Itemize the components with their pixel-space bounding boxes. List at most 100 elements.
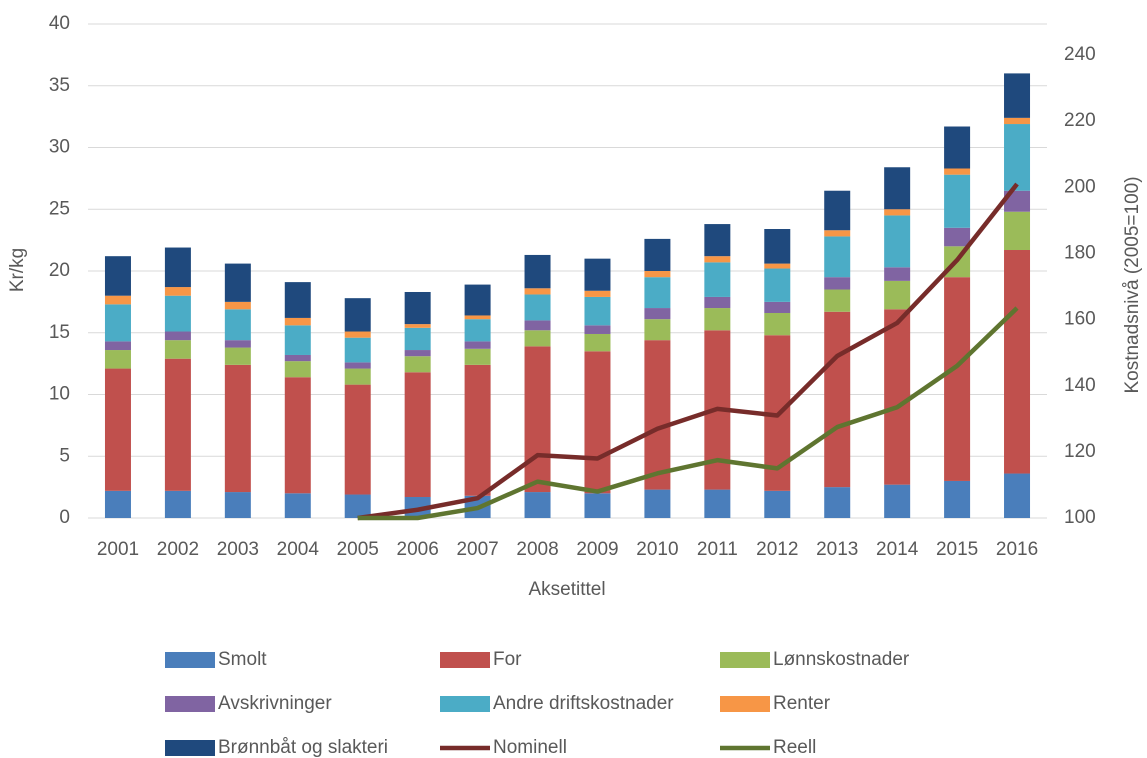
bar-segment xyxy=(824,487,851,518)
bar-segment xyxy=(704,256,731,263)
bar-segment xyxy=(224,301,251,310)
line-series xyxy=(357,306,1019,521)
bar-segment xyxy=(164,247,191,288)
bar-segment xyxy=(584,493,611,518)
legend-label: Reell xyxy=(773,737,816,758)
bar-segment xyxy=(644,271,671,278)
legend-label: Renter xyxy=(773,693,831,714)
bar-segment xyxy=(584,325,611,334)
bar-segment xyxy=(644,308,671,320)
bar-segment xyxy=(884,309,911,485)
bar-segment xyxy=(704,296,731,309)
bar-segment xyxy=(884,267,911,281)
y-tick-label: 0 xyxy=(59,507,70,528)
x-tick-label: 2002 xyxy=(157,539,199,560)
bar-segment xyxy=(524,254,551,289)
bar-segment xyxy=(764,268,791,302)
y-axis-title: Kr/kg xyxy=(7,248,28,292)
bar-segment xyxy=(704,262,731,297)
bar-segment xyxy=(104,304,131,342)
bar-segment xyxy=(1004,211,1031,251)
bar-segment xyxy=(224,347,251,365)
x-tick-label: 2014 xyxy=(876,539,919,560)
bar-segment xyxy=(284,361,311,378)
x-tick-label: 2003 xyxy=(217,539,259,560)
bar-segment xyxy=(404,324,431,328)
bar-segment xyxy=(284,282,311,318)
x-tick-label: 2010 xyxy=(636,539,678,560)
bar-segment xyxy=(224,364,251,493)
y-tick-label: 5 xyxy=(59,445,70,466)
bar-segment xyxy=(704,308,731,331)
bar-segment xyxy=(464,319,491,342)
legend-label: Nominell xyxy=(493,737,567,758)
y-tick-label: 25 xyxy=(49,198,70,219)
y2-tick-label: 100 xyxy=(1064,507,1096,528)
y-tick-label: 20 xyxy=(49,260,70,281)
bar-segment xyxy=(104,490,131,518)
legend-swatch xyxy=(720,696,770,712)
x-tick-label: 2007 xyxy=(456,539,498,560)
bar-segment xyxy=(464,364,491,496)
bar-segment xyxy=(824,190,851,231)
x-axis-title: Aksetittel xyxy=(528,579,605,600)
bar-segment xyxy=(224,309,251,341)
bar-segment xyxy=(104,295,131,305)
bar-segment xyxy=(884,167,911,210)
bar-segment xyxy=(584,296,611,326)
y-tick-label: 35 xyxy=(49,75,70,96)
bar-segment xyxy=(344,337,371,363)
bar-segment xyxy=(764,301,791,313)
x-tick-label: 2004 xyxy=(277,539,320,560)
bar-segment xyxy=(524,492,551,518)
y-tick-label: 10 xyxy=(49,384,70,405)
bar-segment xyxy=(284,354,311,362)
y2-tick-label: 180 xyxy=(1064,242,1096,263)
bar-segment xyxy=(284,325,311,355)
legend-swatch xyxy=(720,652,770,668)
bar-segment xyxy=(404,350,431,357)
bar-segment xyxy=(104,256,131,296)
bar-segment xyxy=(344,362,371,369)
x-tick-label: 2013 xyxy=(816,539,858,560)
legend-label: Andre driftskostnader xyxy=(493,693,674,714)
bar-segment xyxy=(644,238,671,271)
bar-segment xyxy=(224,340,251,348)
x-tick-label: 2009 xyxy=(576,539,618,560)
x-tick-label: 2015 xyxy=(936,539,978,560)
bar-segment xyxy=(884,484,911,518)
bar-segment xyxy=(1004,73,1031,118)
x-tick-label: 2001 xyxy=(97,539,139,560)
bar-segment xyxy=(644,277,671,309)
bar-segment xyxy=(1004,124,1031,191)
bar-segment xyxy=(944,277,971,481)
legend-label: For xyxy=(493,649,522,670)
bar-segment xyxy=(524,320,551,331)
bar-segment xyxy=(944,126,971,169)
bar-segment xyxy=(164,490,191,518)
bar-segment xyxy=(344,331,371,338)
x-tick-label: 2016 xyxy=(996,539,1038,560)
legend-swatch xyxy=(440,652,490,668)
bar-segment xyxy=(284,493,311,518)
bar-segment xyxy=(104,350,131,369)
bar-segment xyxy=(224,492,251,518)
bar-segment xyxy=(1004,117,1031,125)
y2-tick-label: 140 xyxy=(1064,375,1096,396)
bar-segment xyxy=(584,290,611,297)
bar-segment xyxy=(944,168,971,175)
bar-segment xyxy=(164,331,191,341)
bar-segment xyxy=(584,258,611,291)
bar-segment xyxy=(104,368,131,491)
bar-segment xyxy=(404,291,431,325)
bar-segment xyxy=(824,230,851,237)
bar-segment xyxy=(704,224,731,257)
bar-segment xyxy=(464,341,491,349)
y2-tick-label: 240 xyxy=(1064,44,1096,65)
bar-segment xyxy=(404,356,431,373)
bar-segment xyxy=(944,480,971,518)
bar-segment xyxy=(944,174,971,228)
bar-segment xyxy=(524,294,551,321)
bar-segment xyxy=(1004,473,1031,518)
